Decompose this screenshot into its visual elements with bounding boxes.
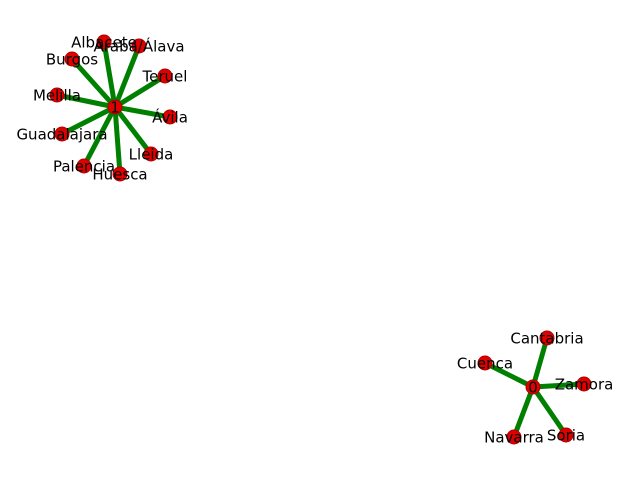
- node-label-guadalajara: Guadalajara: [16, 126, 107, 144]
- edge-0-cuenca: [483, 360, 535, 390]
- node-label-lleida: Lleida: [129, 146, 174, 164]
- node-lleida: [143, 146, 159, 162]
- node-guadalajara: [54, 126, 70, 142]
- node-label-soria: Soria: [547, 427, 585, 445]
- node-label-araba-alava: Araba/Álava: [93, 37, 184, 56]
- node-huesca: [112, 166, 128, 182]
- node-melilla: [49, 87, 65, 103]
- node-avila: [162, 109, 178, 125]
- node-label-teruel: Teruel: [142, 68, 188, 86]
- edge-0-navarra: [511, 386, 536, 438]
- edge-0-zamora: [532, 381, 585, 390]
- node-label-albacete: Albacete: [71, 34, 137, 52]
- edge-1-burgos: [70, 57, 117, 109]
- edge-1-avila: [114, 104, 171, 120]
- node-albacete: [96, 34, 112, 50]
- edge-1-palencia: [81, 105, 118, 168]
- edge-1-albacete: [101, 41, 118, 108]
- node-label-avila: Ávila: [152, 108, 188, 127]
- edge-1-huesca: [112, 106, 123, 175]
- node-label-cuenca: Cuenca: [457, 355, 513, 373]
- edge-1-teruel: [113, 73, 167, 110]
- node-label-navarra: Navarra: [484, 429, 544, 447]
- node-1: [107, 99, 123, 115]
- node-label-1: 1: [110, 99, 120, 117]
- node-cantabria: [539, 330, 555, 346]
- nodes-layer: [49, 34, 592, 445]
- node-label-0: 0: [528, 379, 538, 397]
- node-label-cantabria: Cantabria: [510, 330, 583, 348]
- node-zamora: [576, 376, 592, 392]
- node-burgos: [64, 51, 80, 67]
- node-0: [525, 379, 541, 395]
- node-cuenca: [477, 355, 493, 371]
- node-palencia: [76, 158, 92, 174]
- node-label-palencia: Palencia: [53, 158, 115, 176]
- edge-1-guadalajara: [60, 104, 117, 137]
- node-soria: [558, 427, 574, 443]
- edge-0-soria: [530, 385, 569, 437]
- node-label-zamora: Zamora: [555, 376, 614, 394]
- edge-1-araba-alava: [112, 45, 142, 108]
- node-teruel: [157, 68, 173, 84]
- node-navarra: [506, 429, 522, 445]
- edges-layer: [56, 41, 585, 438]
- node-label-melilla: Melilla: [33, 87, 81, 105]
- edge-1-melilla: [56, 92, 116, 110]
- node-label-burgos: Burgos: [46, 51, 98, 69]
- edge-1-lleida: [113, 105, 153, 156]
- node-label-huesca: Huesca: [92, 166, 147, 184]
- node-araba-alava: [131, 38, 147, 54]
- edge-0-cantabria: [530, 337, 550, 388]
